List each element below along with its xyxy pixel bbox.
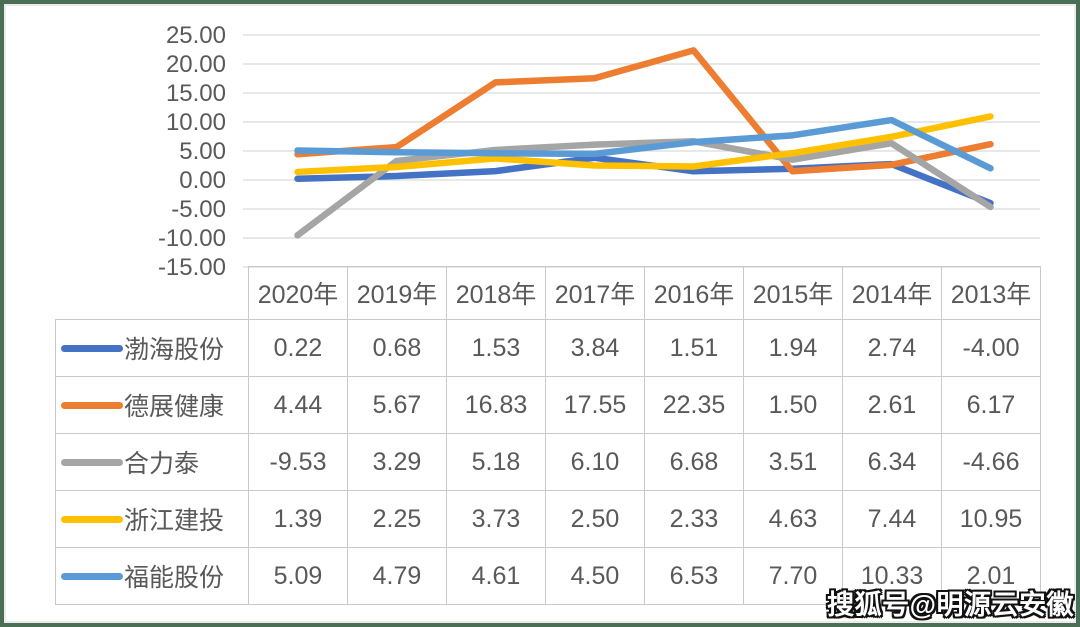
- value-cell: 4.79: [347, 547, 447, 605]
- series-name-label: 德展健康: [124, 393, 225, 421]
- value-cell: 4.63: [743, 490, 843, 548]
- value-cell: 1.53: [446, 319, 546, 377]
- series-line-浙江建投: [294, 113, 994, 176]
- value-cell: 2.25: [347, 490, 447, 548]
- table-row: 浙江建投 1.39 2.25 3.73 2.50 2.33 4.63 7.44 10.95: [55, 490, 1041, 548]
- y-axis-tick-label: 0.00: [179, 167, 226, 194]
- y-axis-tick-label: -5.00: [171, 196, 226, 223]
- value-cell: 16.83: [446, 376, 546, 434]
- value-cell: 7.70: [743, 547, 843, 605]
- year-header-cell: 2018年: [446, 266, 546, 320]
- series-name-label: 渤海股份: [124, 336, 225, 364]
- year-header-cell: 2017年: [545, 266, 645, 320]
- value-cell: 10.33: [842, 547, 942, 605]
- line-chart: 25.0020.0015.0010.005.000.00-5.00-10.00-…: [158, 22, 1040, 281]
- value-cell: 6.53: [644, 547, 744, 605]
- legend-cell: 德展健康: [55, 376, 249, 434]
- value-cell: 22.35: [644, 376, 744, 434]
- series-name-label: 浙江建投: [124, 507, 225, 535]
- value-cell: 2.01: [941, 547, 1041, 605]
- series-color-swatch-icon: [61, 344, 123, 352]
- year-header-cell: 2014年: [842, 266, 942, 320]
- table-row: 福能股份 5.09 4.79 4.61 4.50 6.53 7.70 10.33 2.01: [55, 547, 1041, 605]
- series-color-swatch-icon: [61, 401, 123, 409]
- table-row: 合力泰 -9.53 3.29 5.18 6.10 6.68 3.51 6.34 -4.66: [55, 433, 1041, 491]
- legend-cell: 福能股份: [55, 547, 249, 605]
- value-cell: 0.22: [248, 319, 348, 377]
- legend-cell: 合力泰: [55, 433, 249, 491]
- year-header-cell: 2013年: [941, 266, 1041, 320]
- value-cell: 5.18: [446, 433, 546, 491]
- series-line-福能股份: [294, 116, 994, 172]
- value-cell: 1.39: [248, 490, 348, 548]
- table-row: 渤海股份 0.22 0.68 1.53 3.84 1.51 1.94 2.74 -4.00: [55, 319, 1041, 377]
- series-line-合力泰: [294, 138, 994, 239]
- value-cell: 17.55: [545, 376, 645, 434]
- value-cell: 1.50: [743, 376, 843, 434]
- y-axis-tick-label: 5.00: [179, 138, 226, 165]
- series-color-swatch-icon: [61, 515, 123, 523]
- y-axis-tick-label: 15.00: [166, 80, 226, 107]
- value-cell: 5.67: [347, 376, 447, 434]
- value-cell: -4.66: [941, 433, 1041, 491]
- value-cell: -4.00: [941, 319, 1041, 377]
- table-header-row: 2020年 2019年 2018年 2017年 2016年 2015年 2014年 2013年: [56, 266, 1041, 320]
- series-name-label: 合力泰: [124, 450, 200, 478]
- value-cell: 0.68: [347, 319, 447, 377]
- data-table: 2020年 2019年 2018年 2017年 2016年 2015年 2014年 2013年…: [55, 266, 1041, 605]
- value-cell: 4.61: [446, 547, 546, 605]
- year-header-cell: 2016年: [644, 266, 744, 320]
- legend-cell: 浙江建投: [55, 490, 249, 548]
- series-color-swatch-icon: [61, 572, 123, 580]
- value-cell: 3.29: [347, 433, 447, 491]
- y-axis-tick-label: -10.00: [158, 225, 226, 252]
- y-axis-tick-label: -15.00: [158, 254, 226, 281]
- value-cell: 3.84: [545, 319, 645, 377]
- value-cell: 6.34: [842, 433, 942, 491]
- table-row: 德展健康 4.44 5.67 16.83 17.55 22.35 1.50 2.61 6.17: [55, 376, 1041, 434]
- value-cell: 2.61: [842, 376, 942, 434]
- table-corner-cell: [56, 267, 249, 320]
- value-cell: 3.51: [743, 433, 843, 491]
- y-axis-tick-label: 10.00: [166, 109, 226, 136]
- value-cell: 4.44: [248, 376, 348, 434]
- year-header-cell: 2020年: [248, 266, 348, 320]
- value-cell: 2.50: [545, 490, 645, 548]
- value-cell: 2.33: [644, 490, 744, 548]
- value-cell: -9.53: [248, 433, 348, 491]
- value-cell: 7.44: [842, 490, 942, 548]
- series-color-swatch-icon: [61, 458, 123, 466]
- value-cell: 5.09: [248, 547, 348, 605]
- y-axis-tick-label: 25.00: [166, 22, 226, 49]
- value-cell: 10.95: [941, 490, 1041, 548]
- value-cell: 4.50: [545, 547, 645, 605]
- value-cell: 6.17: [941, 376, 1041, 434]
- y-axis-tick-label: 20.00: [166, 51, 226, 78]
- value-cell: 3.73: [446, 490, 546, 548]
- value-cell: 6.10: [545, 433, 645, 491]
- year-header-cell: 2019年: [347, 266, 447, 320]
- watermark: 搜狐号@明源云安徽: [827, 590, 1074, 620]
- value-cell: 1.94: [743, 319, 843, 377]
- legend-cell: 渤海股份: [55, 319, 249, 377]
- value-cell: 2.74: [842, 319, 942, 377]
- value-cell: 1.51: [644, 319, 744, 377]
- series-name-label: 福能股份: [124, 564, 225, 592]
- year-header-cell: 2015年: [743, 266, 843, 320]
- series-line-德展健康: [294, 47, 994, 175]
- value-cell: 6.68: [644, 433, 744, 491]
